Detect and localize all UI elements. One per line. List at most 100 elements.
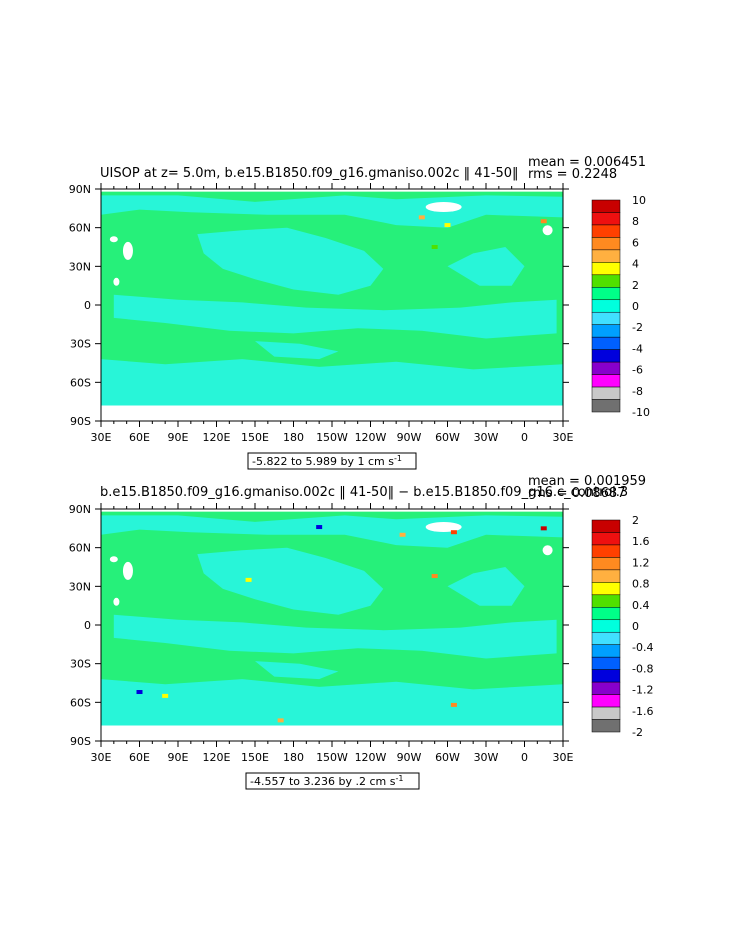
x-tick-label-6: 150W — [316, 431, 348, 444]
extreme-speck-9 — [450, 702, 457, 707]
extreme-speck-3 — [540, 219, 547, 224]
colorbar-label-6: -0.4 — [632, 641, 653, 654]
colorbar-swatch-0 — [591, 199, 621, 213]
lake-mask-1 — [109, 556, 118, 563]
y-tick-label-0: 90N — [69, 503, 91, 516]
svg-text:-4.557 to 3.236 by .2 cm s-1: -4.557 to 3.236 by .2 cm s-1 — [250, 774, 403, 788]
x-tick-label-11: 0 — [521, 751, 528, 764]
colorbar-swatch-1 — [591, 212, 621, 226]
y-tick-label-1: 60N — [69, 222, 91, 235]
negative-region-4 — [101, 679, 563, 726]
extreme-speck-5 — [245, 577, 252, 582]
colorbar-label-3: 4 — [632, 258, 639, 271]
x-tick-label-4: 150E — [241, 751, 269, 764]
colorbar-swatch-4 — [591, 569, 621, 583]
chart-1-field — [101, 189, 563, 421]
colorbar-swatch-0 — [591, 519, 621, 533]
chart-2-range-box: -4.557 to 3.236 by .2 cm s-1 — [245, 772, 420, 790]
x-tick-label-10: 30W — [474, 431, 499, 444]
negative-region-2 — [197, 547, 384, 615]
colorbar-label-10: -2 — [632, 726, 643, 739]
caspian-mask — [122, 241, 133, 260]
x-tick-label-9: 60W — [435, 431, 460, 444]
chart-1-range-label: -5.822 to 5.989 by 1 cm s — [252, 455, 394, 468]
chart-2-range-label: -4.557 to 3.236 by .2 cm s — [250, 775, 396, 788]
x-tick-label-10: 30W — [474, 751, 499, 764]
x-tick-label-1: 60E — [129, 751, 150, 764]
y-tick-label-3: 0 — [84, 619, 91, 632]
negative-region-3 — [113, 294, 557, 339]
colorbar-swatch-8 — [591, 619, 621, 633]
y-tick-label-5: 60S — [70, 696, 91, 709]
colorbar-label-2: 6 — [632, 236, 639, 249]
extreme-speck-1 — [418, 215, 425, 220]
chart-2-title: b.e15.B1850.f09_g16.gmaniso.002c ‖ 41-50… — [100, 485, 628, 500]
colorbar-label-4: 0.4 — [632, 599, 650, 612]
y-tick-label-4: 30S — [70, 658, 91, 671]
colorbar-swatch-1 — [591, 532, 621, 546]
extreme-speck-7 — [136, 690, 143, 695]
colorbar-label-2: 1.2 — [632, 556, 650, 569]
colorbar-swatch-7 — [591, 607, 621, 621]
chart-1-colorbar: 10 8 6 4 2 0 -2 -4 -6 -8 -10 — [591, 194, 650, 419]
extreme-speck-4 — [431, 245, 438, 249]
colorbar-swatch-5 — [591, 262, 621, 276]
chart-2-colorbar: 2 1.6 1.2 0.8 0.4 0 -0.4 -0.8 -1.2 -1.6 -2 — [591, 514, 653, 739]
negative-region-4 — [101, 359, 563, 406]
baltic-mask — [542, 225, 553, 236]
x-tick-label-5: 180 — [283, 751, 304, 764]
antarctica-mask — [101, 725, 563, 741]
extreme-speck-6 — [431, 574, 438, 579]
chart-2-mean: mean = 0.001959 — [528, 474, 646, 489]
negative-region-2 — [197, 227, 384, 295]
x-tick-label-8: 90W — [397, 431, 422, 444]
colorbar-swatch-14 — [591, 694, 621, 708]
colorbar-label-6: -2 — [632, 321, 643, 334]
colorbar-swatch-4 — [591, 249, 621, 263]
negative-region-5 — [255, 661, 339, 680]
colorbar-label-10: -10 — [632, 406, 650, 419]
colorbar-label-7: -4 — [632, 342, 643, 355]
x-tick-label-7: 120W — [355, 751, 387, 764]
colorbar-swatch-10 — [591, 644, 621, 658]
colorbar-swatch-12 — [591, 349, 621, 363]
colorbar-swatch-2 — [591, 224, 621, 238]
y-tick-label-1: 60N — [69, 542, 91, 555]
chart-1-range-sup: -1 — [394, 454, 402, 463]
colorbar-label-8: -6 — [632, 364, 643, 377]
colorbar-swatch-15 — [591, 386, 621, 400]
x-tick-label-0: 30E — [91, 751, 112, 764]
chart-1-svg: UISOP at z= 5.0m, b.e15.B1850.f09_g16.gm… — [69, 155, 650, 470]
negative-region-6 — [447, 567, 525, 606]
chart-panel-2: b.e15.B1850.f09_g16.gmaniso.002c ‖ 41-50… — [0, 470, 733, 790]
caspian-mask — [122, 561, 133, 580]
chart-1-range-box: -5.822 to 5.989 by 1 cm s-1 — [247, 452, 417, 470]
colorbar-swatch-10 — [591, 324, 621, 338]
x-tick-label-4: 150E — [241, 431, 269, 444]
colorbar-swatch-16 — [591, 719, 621, 733]
colorbar-swatch-11 — [591, 336, 621, 350]
colorbar-label-4: 2 — [632, 279, 639, 292]
colorbar-label-0: 2 — [632, 514, 639, 527]
y-tick-label-0: 90N — [69, 183, 91, 196]
y-tick-label-3: 0 — [84, 299, 91, 312]
extreme-speck-2 — [444, 223, 451, 228]
colorbar-swatch-14 — [591, 374, 621, 388]
colorbar-swatch-13 — [591, 681, 621, 695]
y-tick-label-2: 30N — [69, 260, 91, 273]
chart-2-range-sup: -1 — [395, 774, 403, 783]
colorbar-swatch-8 — [591, 299, 621, 313]
x-tick-label-9: 60W — [435, 751, 460, 764]
svg-text:-5.822 to 5.989 by 1 cm s-1: -5.822 to 5.989 by 1 cm s-1 — [252, 454, 402, 468]
extreme-speck-1 — [316, 525, 323, 530]
negative-region-6 — [447, 247, 525, 286]
chart-1-title: UISOP at z= 5.0m, b.e15.B1850.f09_g16.gm… — [100, 166, 519, 181]
colorbar-label-5: 0 — [632, 300, 639, 313]
colorbar-label-9: -8 — [632, 385, 643, 398]
colorbar-label-3: 0.8 — [632, 578, 650, 591]
colorbar-label-1: 1.6 — [632, 535, 650, 548]
extreme-speck-3 — [450, 530, 457, 535]
chart-2-axes: 30E 60E 90E 120E 150E 180 150W 120W 90W 60W 30W 0 30… — [69, 503, 574, 764]
negative-region-5 — [255, 341, 339, 360]
y-tick-label-6: 90S — [70, 415, 91, 428]
